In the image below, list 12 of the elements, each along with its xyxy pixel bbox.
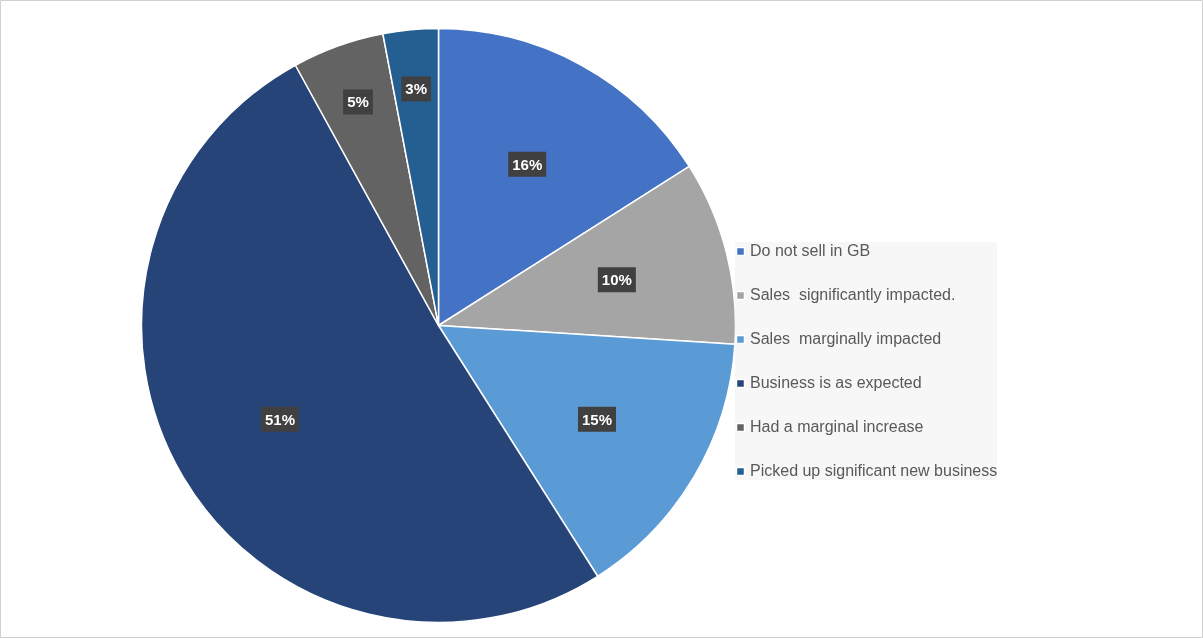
legend-label: Picked up significant new business — [750, 462, 998, 480]
data-label: 3% — [405, 80, 427, 98]
data-label: 5% — [347, 93, 369, 111]
data-label: 51% — [264, 410, 296, 428]
legend-label: Business is as expected — [750, 374, 922, 392]
legend-label: Sales marginally impacted — [750, 330, 942, 348]
data-label: 10% — [601, 271, 632, 289]
data-label: 16% — [512, 155, 543, 173]
legend-label: Had a marginal increase — [750, 418, 924, 436]
legend-label: Do not sell in GB — [750, 242, 871, 260]
legend-label: Sales significantly impacted. — [750, 286, 956, 304]
data-label: 15% — [581, 410, 613, 428]
